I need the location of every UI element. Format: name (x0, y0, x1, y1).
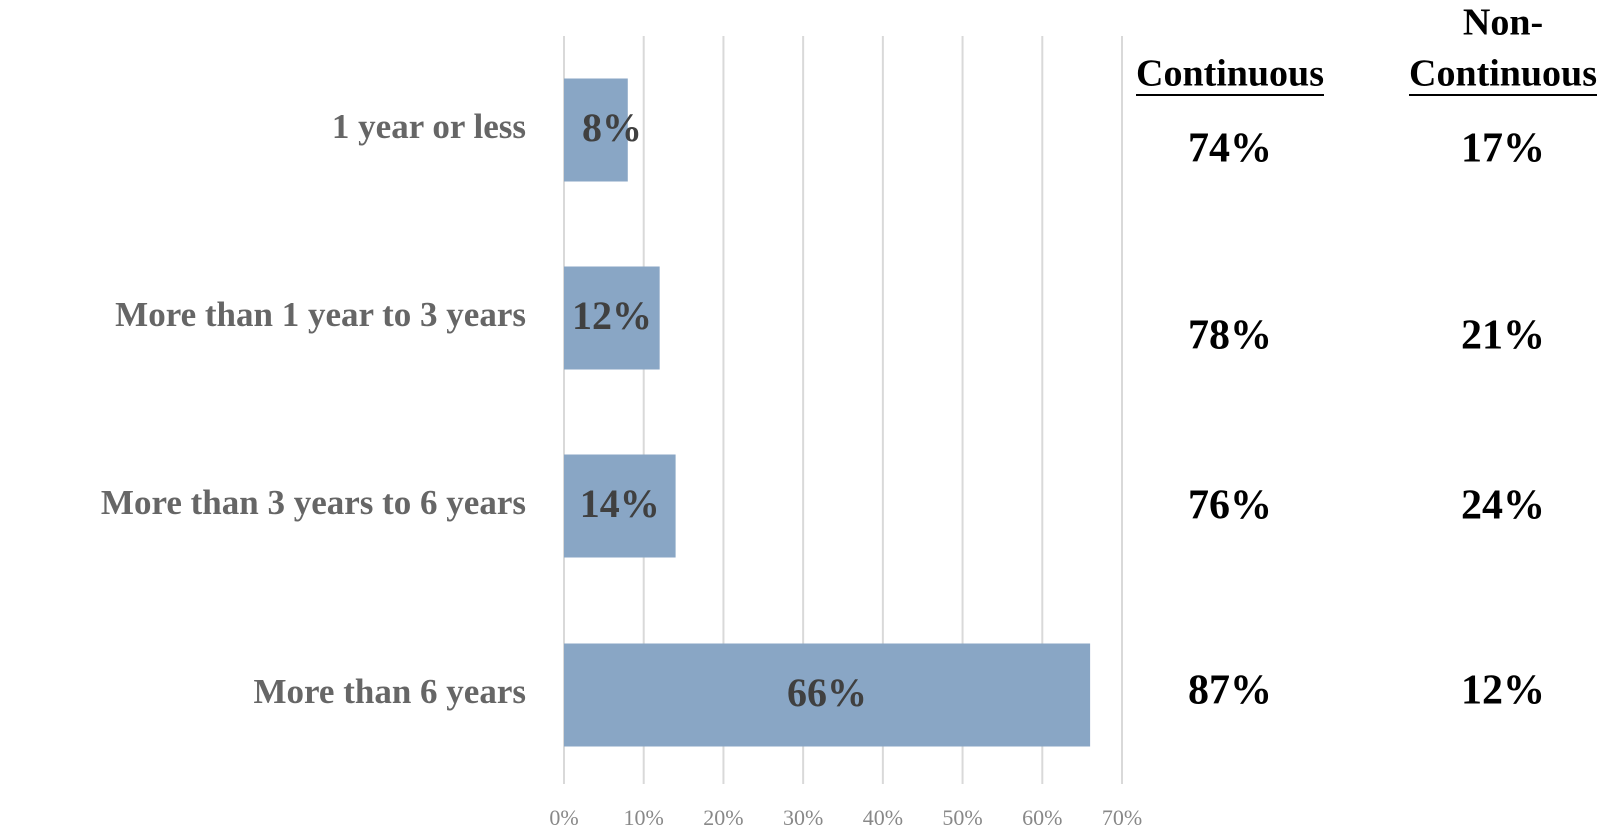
value-label: 66% (787, 670, 867, 715)
bar (564, 78, 628, 182)
category-label: 1 year or less (332, 107, 526, 146)
value-label: 12% (572, 293, 652, 338)
column-header: Continuous (1136, 53, 1324, 95)
table-cell: 17% (1461, 126, 1545, 172)
x-tick-label: 0% (549, 805, 578, 830)
x-tick-label: 30% (783, 805, 823, 830)
category-label: More than 3 years to 6 years (101, 483, 526, 522)
category-label: More than 6 years (254, 672, 527, 711)
column-header: Continuous (1409, 53, 1597, 95)
table-cell: 21% (1461, 313, 1545, 359)
x-tick-label: 20% (703, 805, 743, 830)
category-label: More than 1 year to 3 years (115, 295, 526, 334)
table-cell: 78% (1188, 313, 1272, 359)
value-label: 8% (582, 105, 642, 150)
table-cell: 76% (1188, 483, 1272, 529)
bar (564, 266, 660, 370)
column-header: Non- (1463, 2, 1543, 44)
table-cell: 74% (1188, 126, 1272, 172)
x-tick-label: 50% (942, 805, 982, 830)
table-cell: 24% (1461, 483, 1545, 529)
x-tick-label: 60% (1022, 805, 1062, 830)
table-cell: 87% (1188, 668, 1272, 714)
x-tick-label: 10% (624, 805, 664, 830)
bar (564, 454, 676, 558)
bar (564, 643, 1091, 747)
table-cell: 12% (1461, 668, 1545, 714)
x-tick-label: 40% (863, 805, 903, 830)
value-label: 14% (580, 481, 660, 526)
x-tick-label: 70% (1102, 805, 1142, 830)
